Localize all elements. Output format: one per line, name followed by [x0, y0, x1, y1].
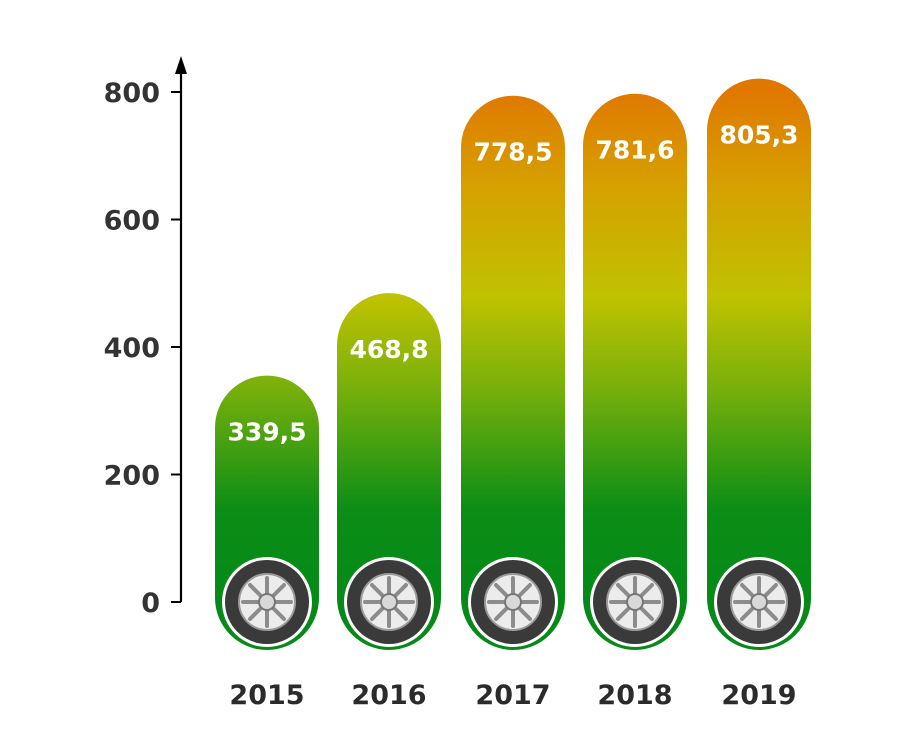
bar — [461, 95, 565, 651]
tire-icon — [590, 557, 680, 647]
tire-icon — [468, 557, 558, 647]
bar — [337, 293, 441, 650]
x-category-label: 2016 — [351, 680, 426, 711]
tire-icon — [222, 557, 312, 647]
bar-2015 — [215, 375, 319, 650]
y-tick-label: 200 — [104, 461, 160, 492]
x-category-label: 2017 — [475, 680, 550, 711]
y-axis-arrow-icon — [175, 56, 187, 74]
tire-hub — [504, 593, 522, 611]
y-tick-label: 600 — [104, 206, 160, 237]
labels-group: 339,5 2015 468,8 2016 778,5 2017 781,6 2018 805,… — [227, 121, 798, 711]
y-tick-label: 400 — [104, 333, 160, 364]
x-category-label: 2019 — [721, 680, 796, 711]
y-axis: 0 200 400 600 800 — [104, 56, 187, 619]
tire-hub — [380, 593, 398, 611]
tire-icon — [344, 557, 434, 647]
data-label: 778,5 — [473, 138, 552, 167]
bar-2018 — [583, 93, 687, 651]
y-tick-label: 800 — [104, 78, 160, 109]
tire-icon — [714, 557, 804, 647]
bar — [707, 78, 811, 651]
bars-group — [215, 78, 811, 651]
x-category-label: 2015 — [229, 680, 304, 711]
x-category-label: 2018 — [597, 680, 672, 711]
data-label: 339,5 — [227, 418, 306, 447]
data-label: 805,3 — [719, 121, 798, 150]
y-tick-label: 0 — [141, 588, 160, 619]
data-label: 781,6 — [595, 136, 674, 165]
bar-2016 — [337, 293, 441, 650]
bar-2017 — [461, 95, 565, 651]
tire-hub — [750, 593, 768, 611]
data-label: 468,8 — [349, 335, 428, 364]
bar-2019 — [707, 78, 811, 651]
tire-hub — [626, 593, 644, 611]
bar — [583, 93, 687, 651]
tire-hub — [258, 593, 276, 611]
